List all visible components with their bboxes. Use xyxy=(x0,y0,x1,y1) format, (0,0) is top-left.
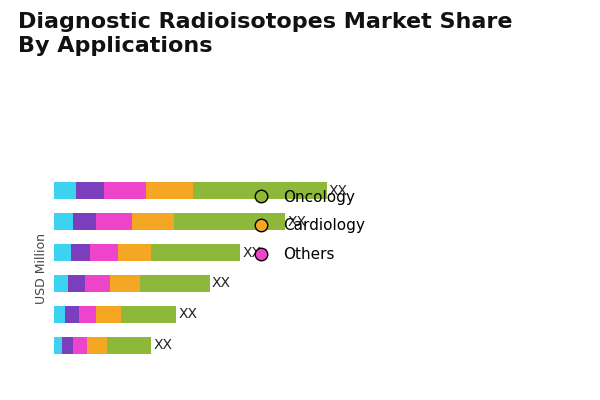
Bar xyxy=(121,306,176,323)
Text: Diagnostic Radioisotopes Market Share
By Applications: Diagnostic Radioisotopes Market Share By… xyxy=(18,12,512,56)
Text: XX: XX xyxy=(212,276,231,290)
Bar xyxy=(132,213,173,230)
Bar xyxy=(104,182,146,199)
Bar xyxy=(54,244,71,261)
Bar xyxy=(65,306,79,323)
Bar xyxy=(96,306,121,323)
Bar xyxy=(54,182,76,199)
Bar xyxy=(54,306,65,323)
Text: XX: XX xyxy=(242,246,262,260)
Bar xyxy=(88,337,107,354)
Text: XX: XX xyxy=(329,184,348,198)
Bar xyxy=(90,244,118,261)
Text: XX: XX xyxy=(287,214,306,228)
Bar xyxy=(54,337,62,354)
Legend: Oncology, Cardiology, Others: Oncology, Cardiology, Others xyxy=(239,184,371,268)
Bar xyxy=(118,244,151,261)
Bar xyxy=(173,213,285,230)
Bar xyxy=(193,182,326,199)
Bar xyxy=(96,213,132,230)
Bar xyxy=(73,337,88,354)
Bar xyxy=(62,337,73,354)
Bar xyxy=(71,244,90,261)
Bar xyxy=(79,306,96,323)
Bar xyxy=(151,244,241,261)
Text: XX: XX xyxy=(179,308,197,322)
Bar xyxy=(68,275,85,292)
Bar xyxy=(54,275,68,292)
Bar xyxy=(54,213,73,230)
Bar xyxy=(76,182,104,199)
Text: XX: XX xyxy=(154,338,173,352)
Bar xyxy=(85,275,110,292)
Bar xyxy=(73,213,96,230)
Bar xyxy=(107,337,151,354)
Y-axis label: USD Million: USD Million xyxy=(35,232,49,304)
Bar xyxy=(110,275,140,292)
Bar xyxy=(146,182,193,199)
Bar xyxy=(140,275,210,292)
